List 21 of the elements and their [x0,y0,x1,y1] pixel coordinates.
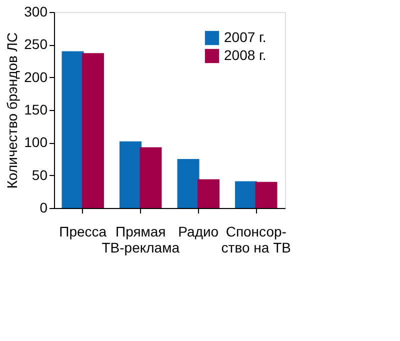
x-tick-label: Спонсор- ство на ТВ [221,224,291,256]
bar [177,159,200,208]
y-tick-label: 50 [32,166,48,183]
y-tick-label: 100 [24,134,48,150]
bar [82,53,104,208]
x-tick-label: Пресса [59,224,107,240]
bar [255,182,278,208]
bar [120,141,142,208]
legend-label: 2008 г. [224,47,266,63]
y-tick-label: 150 [24,102,48,118]
bar [140,147,162,208]
y-tick-label: 0 [40,200,48,216]
x-tick-label: Радио [178,224,219,240]
y-tick-label: 300 [24,4,48,20]
bar [62,51,84,208]
y-tick-label: 250 [24,36,48,52]
legend-label: 2007 г. [224,29,266,45]
bar [197,179,220,208]
y-axis-title: Количество брэндов ЛС [4,32,20,189]
bar [235,181,258,208]
y-tick-label: 200 [24,68,48,85]
